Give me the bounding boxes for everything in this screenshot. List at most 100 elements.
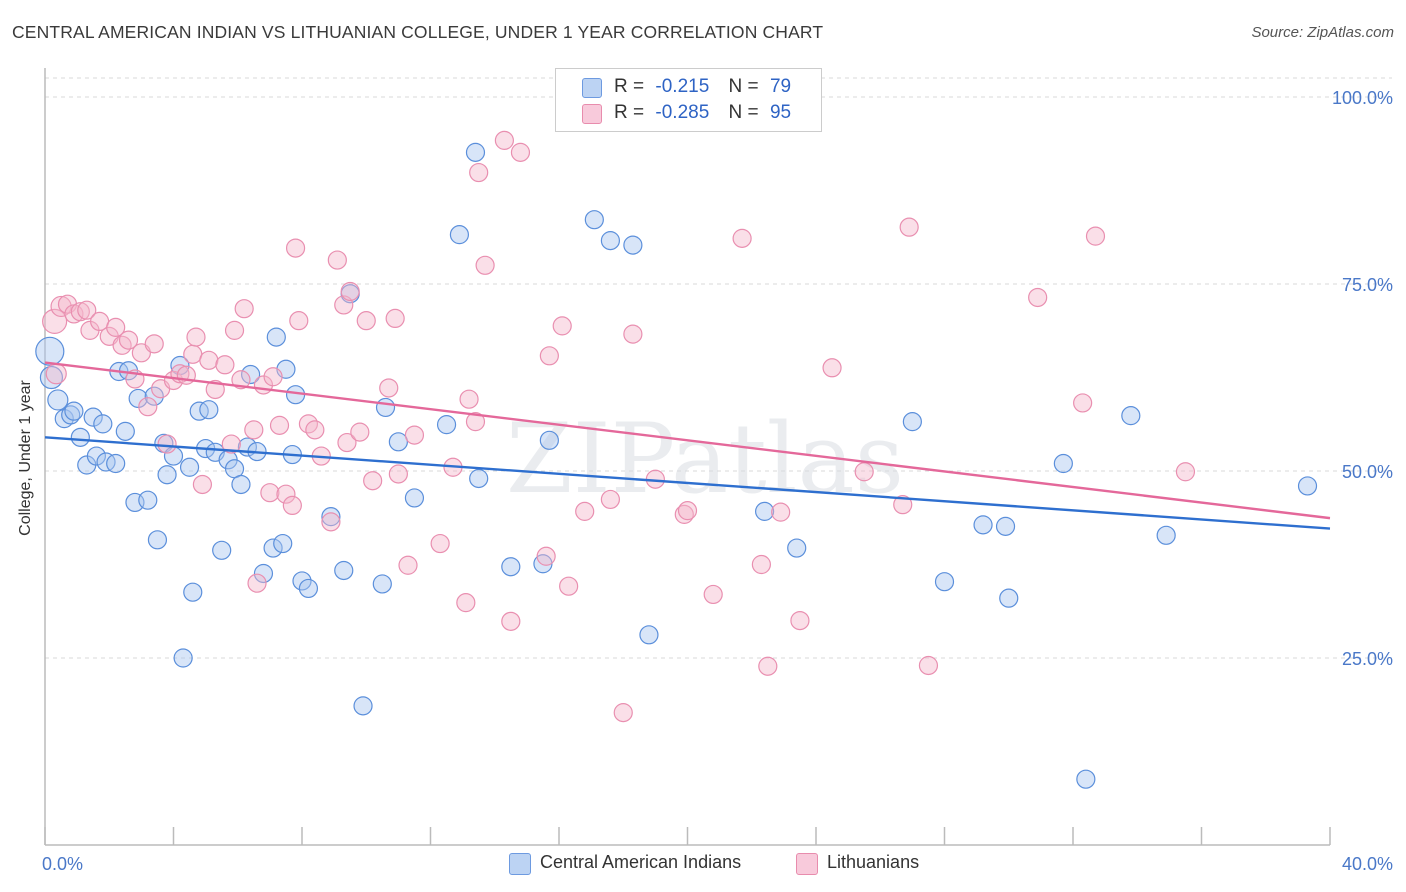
point-central-american-indians bbox=[600, 231, 621, 251]
point-lithuanians bbox=[276, 484, 296, 504]
point-lithuanians bbox=[623, 324, 643, 344]
tick-labels: 25.0% 50.0% 75.0% 100.0% 0.0% 40.0% bbox=[42, 88, 1393, 874]
x-tick-label: 40.0% bbox=[1342, 854, 1393, 874]
point-lithuanians bbox=[456, 593, 476, 613]
point-lithuanians bbox=[112, 335, 132, 355]
legend-swatch-blue bbox=[509, 853, 531, 875]
point-central-american-indians bbox=[973, 515, 993, 535]
point-central-american-indians bbox=[465, 142, 486, 162]
point-lithuanians bbox=[138, 397, 158, 417]
point-lithuanians bbox=[854, 462, 874, 482]
point-lithuanians bbox=[790, 610, 810, 631]
trend-lines bbox=[44, 361, 1331, 530]
point-central-american-indians bbox=[436, 415, 457, 435]
point-central-american-indians bbox=[273, 533, 293, 554]
point-central-american-indians bbox=[1053, 453, 1073, 474]
point-central-american-indians bbox=[189, 401, 209, 421]
point-central-american-indians bbox=[639, 625, 659, 645]
y-tick-label: 75.0% bbox=[1342, 275, 1393, 295]
point-lithuanians bbox=[674, 504, 694, 524]
point-lithuanians bbox=[404, 425, 425, 445]
point-central-american-indians bbox=[298, 578, 319, 599]
point-lithuanians bbox=[70, 302, 90, 322]
point-lithuanians bbox=[510, 142, 531, 162]
legend-label: Central American Indians bbox=[540, 852, 742, 872]
point-central-american-indians bbox=[61, 405, 81, 425]
correlation-legend: R = -0.215 N = 79 R = -0.285 N = 95 bbox=[555, 68, 822, 132]
point-central-american-indians bbox=[83, 407, 103, 427]
point-lithuanians bbox=[475, 255, 495, 275]
point-central-american-indians bbox=[999, 588, 1019, 608]
point-lithuanians bbox=[50, 295, 72, 318]
point-central-american-indians bbox=[173, 648, 193, 668]
point-lithuanians bbox=[340, 281, 360, 302]
point-central-american-indians bbox=[157, 465, 177, 485]
point-lithuanians bbox=[305, 420, 325, 440]
point-central-american-indians bbox=[1297, 476, 1318, 496]
point-central-american-indians bbox=[93, 414, 113, 434]
point-lithuanians bbox=[260, 483, 280, 503]
point-central-american-indians bbox=[1121, 406, 1141, 426]
point-lithuanians bbox=[751, 554, 771, 575]
n-label: N = bbox=[728, 102, 759, 123]
point-lithuanians bbox=[221, 434, 241, 454]
point-central-american-indians bbox=[199, 400, 219, 420]
point-lithuanians bbox=[224, 320, 245, 340]
point-central-american-indians bbox=[253, 563, 274, 584]
point-central-american-indians bbox=[404, 488, 425, 508]
point-central-american-indians bbox=[96, 452, 116, 472]
point-lithuanians bbox=[539, 346, 559, 366]
point-lithuanians bbox=[893, 495, 913, 515]
point-lithuanians bbox=[1085, 226, 1106, 246]
point-lithuanians bbox=[106, 317, 126, 337]
point-central-american-indians bbox=[64, 401, 84, 421]
point-lithuanians bbox=[199, 350, 219, 370]
point-lithuanians bbox=[1175, 462, 1196, 482]
point-central-american-indians bbox=[334, 560, 354, 581]
point-lithuanians bbox=[552, 316, 572, 336]
n-label: N = bbox=[728, 76, 759, 97]
point-central-american-indians bbox=[47, 389, 69, 411]
point-lithuanians bbox=[575, 501, 595, 521]
point-lithuanians bbox=[118, 330, 139, 350]
point-lithuanians bbox=[234, 299, 254, 319]
point-lithuanians bbox=[600, 489, 621, 510]
y-tick-label: 50.0% bbox=[1342, 462, 1393, 482]
point-central-american-indians bbox=[787, 538, 807, 558]
point-lithuanians bbox=[732, 228, 752, 248]
point-central-american-indians bbox=[106, 453, 126, 474]
point-central-american-indians bbox=[1156, 525, 1176, 545]
point-central-american-indians bbox=[292, 571, 312, 591]
chart-title: CENTRAL AMERICAN INDIAN VS LITHUANIAN CO… bbox=[12, 22, 824, 42]
legend-label: Lithuanians bbox=[827, 852, 920, 872]
point-lithuanians bbox=[379, 378, 399, 398]
point-lithuanians bbox=[771, 502, 791, 522]
point-central-american-indians bbox=[263, 538, 283, 558]
point-lithuanians bbox=[157, 434, 177, 454]
point-lithuanians bbox=[285, 238, 306, 258]
point-lithuanians bbox=[244, 420, 264, 440]
point-lithuanians bbox=[536, 546, 556, 566]
point-lithuanians bbox=[282, 495, 302, 516]
point-lithuanians bbox=[247, 573, 267, 593]
legend-swatch-blue bbox=[582, 78, 602, 98]
point-lithuanians bbox=[205, 379, 225, 400]
point-central-american-indians bbox=[70, 427, 90, 447]
point-central-american-indians bbox=[449, 225, 470, 245]
point-central-american-indians bbox=[138, 490, 158, 510]
point-central-american-indians bbox=[934, 572, 955, 592]
point-lithuanians bbox=[918, 655, 939, 676]
point-lithuanians bbox=[677, 501, 698, 521]
point-central-american-indians bbox=[388, 432, 408, 452]
point-lithuanians bbox=[469, 162, 489, 183]
point-lithuanians bbox=[613, 703, 633, 723]
point-central-american-indians bbox=[179, 457, 200, 477]
point-lithuanians bbox=[289, 311, 309, 331]
point-lithuanians bbox=[263, 367, 283, 387]
series-central-american-indians bbox=[35, 142, 1318, 789]
point-central-american-indians bbox=[623, 235, 643, 255]
point-central-american-indians bbox=[754, 501, 775, 521]
point-lithuanians bbox=[465, 412, 486, 432]
axes bbox=[44, 68, 1331, 846]
